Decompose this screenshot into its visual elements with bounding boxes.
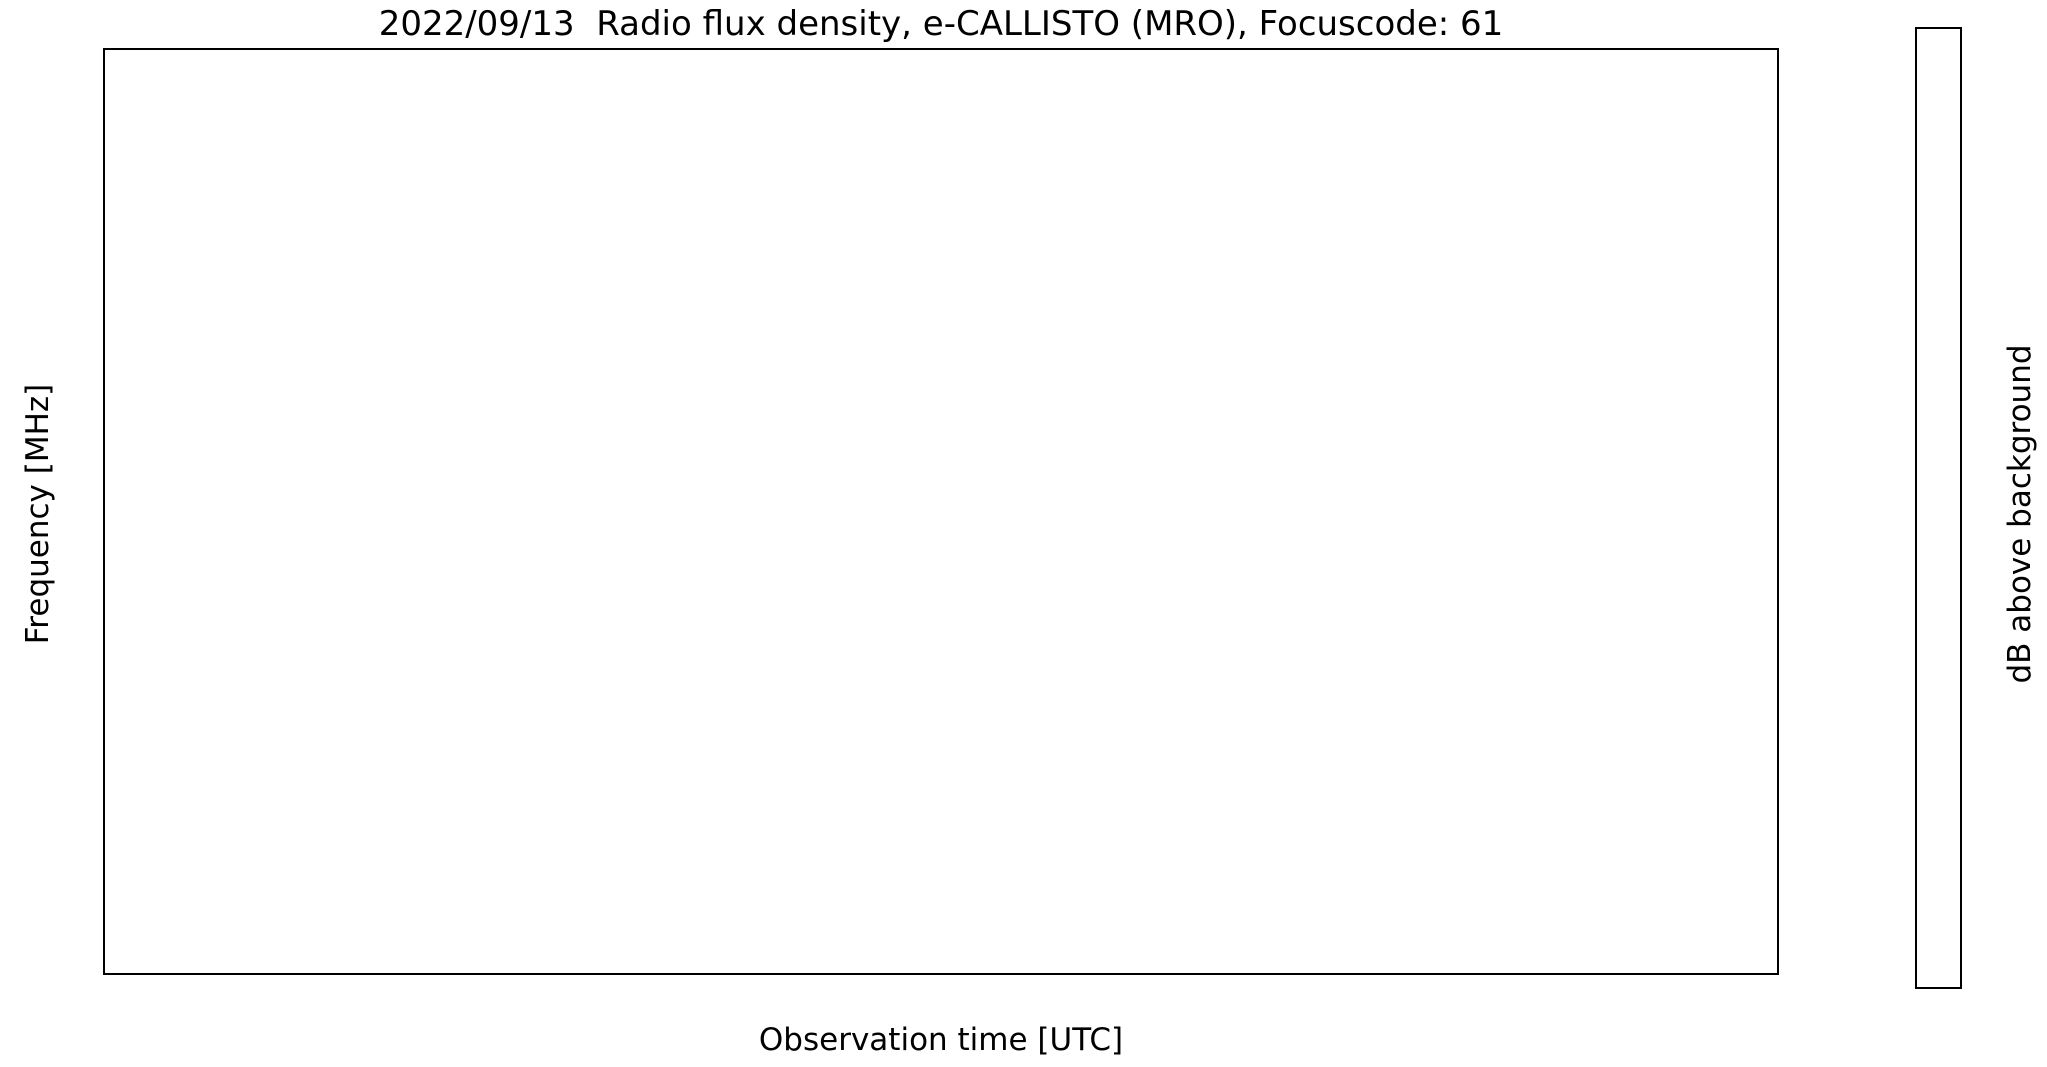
colorbar-label: dB above background bbox=[2002, 344, 2038, 684]
plot-area-frame bbox=[103, 48, 1779, 975]
colorbar-gradient bbox=[1917, 29, 1960, 987]
colorbar bbox=[1915, 27, 1962, 989]
x-axis-label: Observation time [UTC] bbox=[758, 1022, 1124, 1058]
y-axis-label: Frequency [MHz] bbox=[20, 383, 56, 645]
spectrogram-heatmap-canvas bbox=[105, 50, 1777, 973]
chart-title: 2022/09/13 Radio flux density, e-CALLIST… bbox=[378, 4, 1504, 44]
